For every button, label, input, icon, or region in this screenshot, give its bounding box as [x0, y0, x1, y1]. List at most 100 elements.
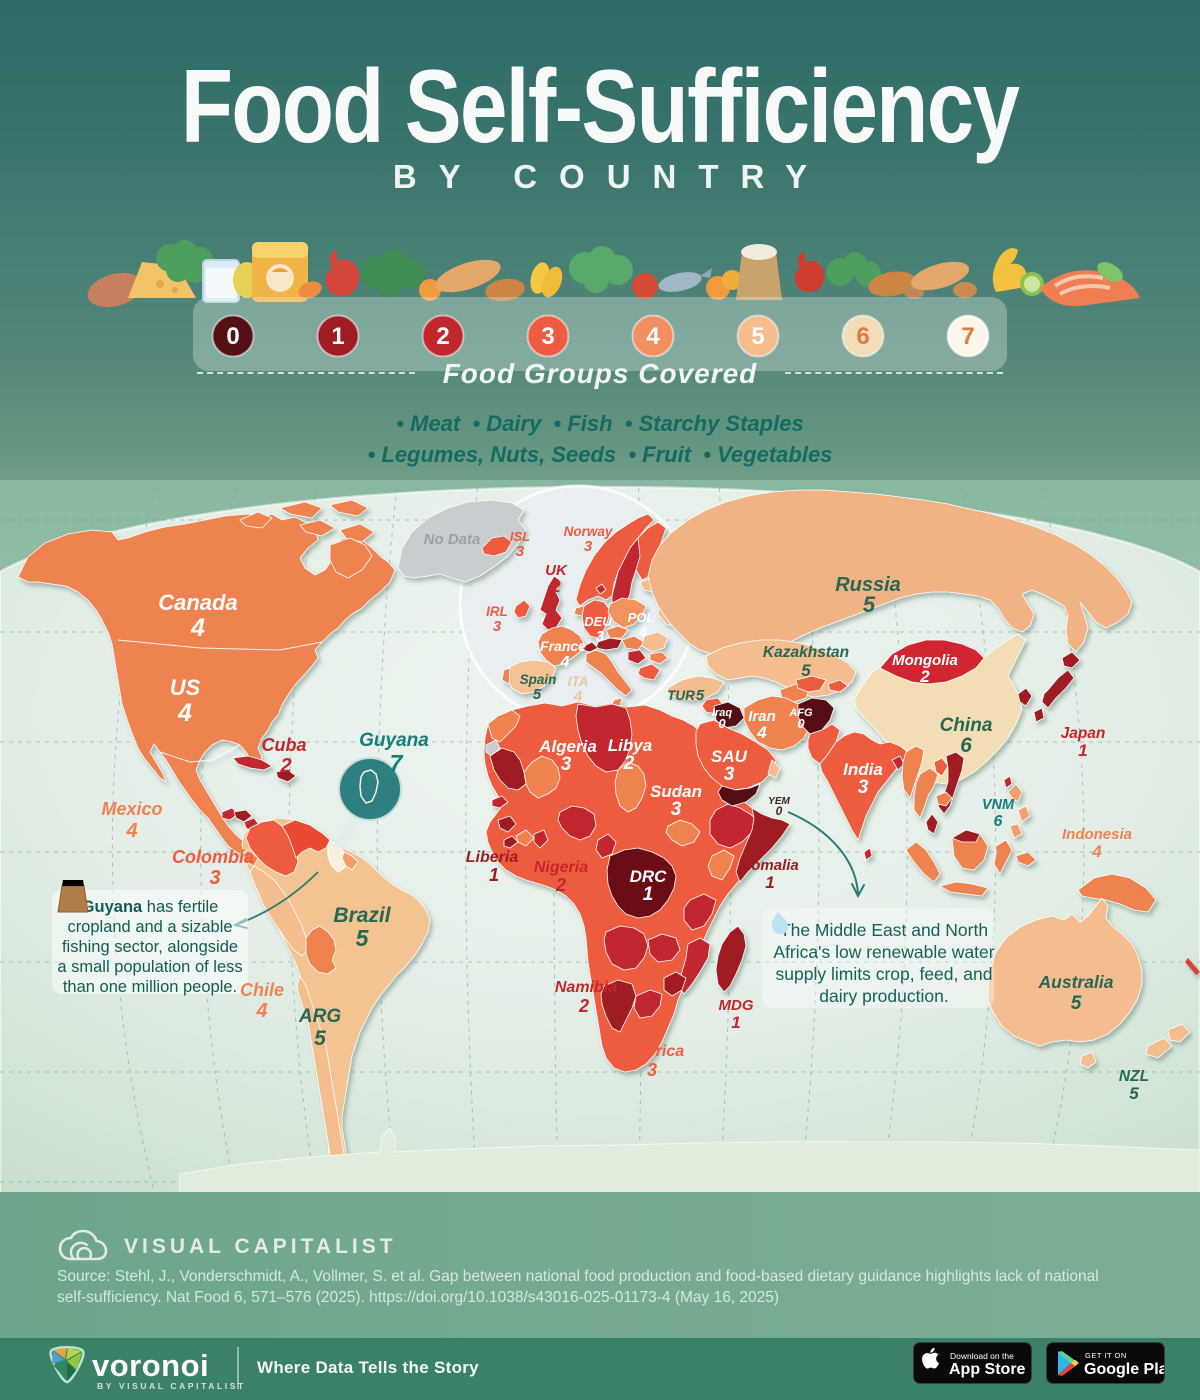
svg-text:1: 1 — [765, 873, 774, 892]
svg-text:2: 2 — [578, 996, 589, 1016]
svg-text:MDG: MDG — [719, 997, 754, 1014]
svg-text:than one million people.: than one million people. — [63, 978, 237, 996]
svg-text:France: France — [540, 638, 586, 654]
svg-text:Colombia: Colombia — [172, 847, 254, 867]
svg-text:Norway: Norway — [564, 524, 614, 539]
svg-text:Mongolia: Mongolia — [892, 652, 958, 669]
svg-text:Iran: Iran — [748, 708, 776, 725]
svg-text:1: 1 — [731, 1013, 740, 1032]
svg-text:Spain: Spain — [520, 672, 557, 687]
svg-text:Algeria: Algeria — [538, 737, 597, 756]
svg-text:Mexico: Mexico — [101, 799, 162, 819]
svg-text:2: 2 — [623, 753, 635, 774]
svg-text:5: 5 — [356, 925, 370, 951]
svg-text:fishing sector, alongside: fishing sector, alongside — [62, 938, 238, 956]
svg-text:5: 5 — [1071, 993, 1082, 1014]
svg-text:2: 2 — [279, 755, 291, 777]
svg-text:Somalia: Somalia — [741, 857, 799, 874]
svg-text:Guyana: Guyana — [359, 730, 429, 751]
svg-text:4: 4 — [756, 723, 767, 742]
svg-text:4: 4 — [646, 323, 660, 350]
svg-text:Canada: Canada — [158, 590, 237, 615]
svg-text:Download on the: Download on the — [950, 1351, 1014, 1361]
svg-text:App Store: App Store — [949, 1361, 1026, 1378]
svg-text:Iraq: Iraq — [712, 707, 732, 719]
svg-text:No Data: No Data — [424, 531, 481, 548]
svg-text:4: 4 — [255, 1000, 267, 1022]
svg-text:a small population of less: a small population of less — [57, 958, 242, 976]
svg-text:3: 3 — [209, 867, 220, 889]
svg-text:0: 0 — [718, 716, 726, 731]
svg-text:3: 3 — [596, 628, 605, 645]
svg-text:Australia: Australia — [1038, 972, 1114, 992]
svg-text:7: 7 — [390, 750, 404, 776]
svg-text:3: 3 — [493, 618, 502, 635]
svg-text:5: 5 — [863, 592, 876, 617]
svg-text:3: 3 — [584, 538, 593, 555]
svg-text:ARG: ARG — [298, 1006, 341, 1027]
svg-text:Namibia: Namibia — [555, 979, 617, 996]
svg-text:3: 3 — [541, 323, 554, 350]
svg-text:4: 4 — [560, 654, 570, 671]
svg-text:3: 3 — [858, 777, 869, 798]
svg-text:1: 1 — [643, 884, 654, 905]
svg-text:4: 4 — [125, 820, 137, 842]
svg-text:Nigeria: Nigeria — [534, 859, 588, 876]
svg-text:6: 6 — [856, 323, 869, 350]
svg-text:dairy production.: dairy production. — [819, 986, 948, 1006]
svg-text:Sudan: Sudan — [650, 782, 702, 801]
svg-text:1: 1 — [331, 323, 344, 350]
svg-text:GET IT ON: GET IT ON — [1085, 1351, 1127, 1360]
svg-text:2: 2 — [436, 323, 449, 350]
svg-text:DRC: DRC — [630, 867, 668, 886]
svg-text:cropland and a sizable: cropland and a sizable — [67, 918, 232, 936]
svg-text:3: 3 — [516, 543, 525, 560]
svg-text:India: India — [843, 760, 883, 779]
svg-text:China: China — [940, 715, 993, 736]
svg-text:5: 5 — [314, 1027, 326, 1050]
svg-text:2: 2 — [919, 667, 930, 686]
svg-text:3: 3 — [647, 1060, 657, 1080]
svg-text:VNM: VNM — [982, 797, 1015, 813]
svg-text:1: 1 — [1078, 741, 1087, 760]
svg-text:S. Africa: S. Africa — [620, 1043, 684, 1060]
svg-text:3: 3 — [671, 799, 682, 820]
svg-text:0: 0 — [797, 716, 805, 731]
svg-text:5: 5 — [1129, 1084, 1139, 1103]
svg-text:6: 6 — [994, 813, 1003, 830]
svg-text:5: 5 — [801, 661, 811, 680]
svg-text:TUR: TUR — [667, 688, 695, 703]
svg-text:supply limits crop, feed, and: supply limits crop, feed, and — [776, 964, 993, 984]
svg-text:Japan: Japan — [1061, 725, 1106, 742]
svg-text:Kazakhstan: Kazakhstan — [763, 644, 849, 661]
svg-text:Liberia: Liberia — [466, 849, 519, 866]
svg-text:5: 5 — [533, 686, 542, 703]
svg-text:4: 4 — [190, 614, 205, 642]
svg-text:YEM: YEM — [768, 796, 790, 807]
svg-text:6: 6 — [960, 734, 972, 757]
svg-text:Chile: Chile — [240, 980, 284, 1000]
svg-text:ITA: ITA — [568, 674, 589, 689]
svg-text:ISL: ISL — [510, 529, 530, 544]
svg-text:4: 4 — [573, 688, 583, 705]
svg-text:POL: POL — [628, 610, 655, 625]
svg-text:Google Play: Google Play — [1084, 1361, 1164, 1378]
svg-text:2: 2 — [550, 577, 561, 596]
svg-text:3: 3 — [724, 764, 735, 785]
svg-text:SAU: SAU — [711, 747, 748, 766]
svg-text:Libya: Libya — [608, 736, 652, 755]
svg-text:DEU: DEU — [584, 614, 612, 629]
svg-text:NZL: NZL — [1119, 1068, 1149, 1085]
svg-text:UK: UK — [545, 562, 568, 579]
svg-text:IRL: IRL — [486, 604, 508, 619]
svg-text:5: 5 — [751, 323, 764, 350]
svg-text:4: 4 — [177, 699, 192, 727]
svg-text:1: 1 — [489, 865, 499, 885]
svg-text:Indonesia: Indonesia — [1062, 826, 1132, 843]
svg-text:Cuba: Cuba — [262, 735, 307, 755]
svg-text:0: 0 — [776, 804, 783, 818]
svg-text:AFG: AFG — [788, 707, 813, 719]
svg-text:3: 3 — [561, 754, 572, 775]
svg-text:Brazil: Brazil — [333, 904, 391, 927]
svg-text:The Middle East and North: The Middle East and North — [780, 920, 988, 940]
